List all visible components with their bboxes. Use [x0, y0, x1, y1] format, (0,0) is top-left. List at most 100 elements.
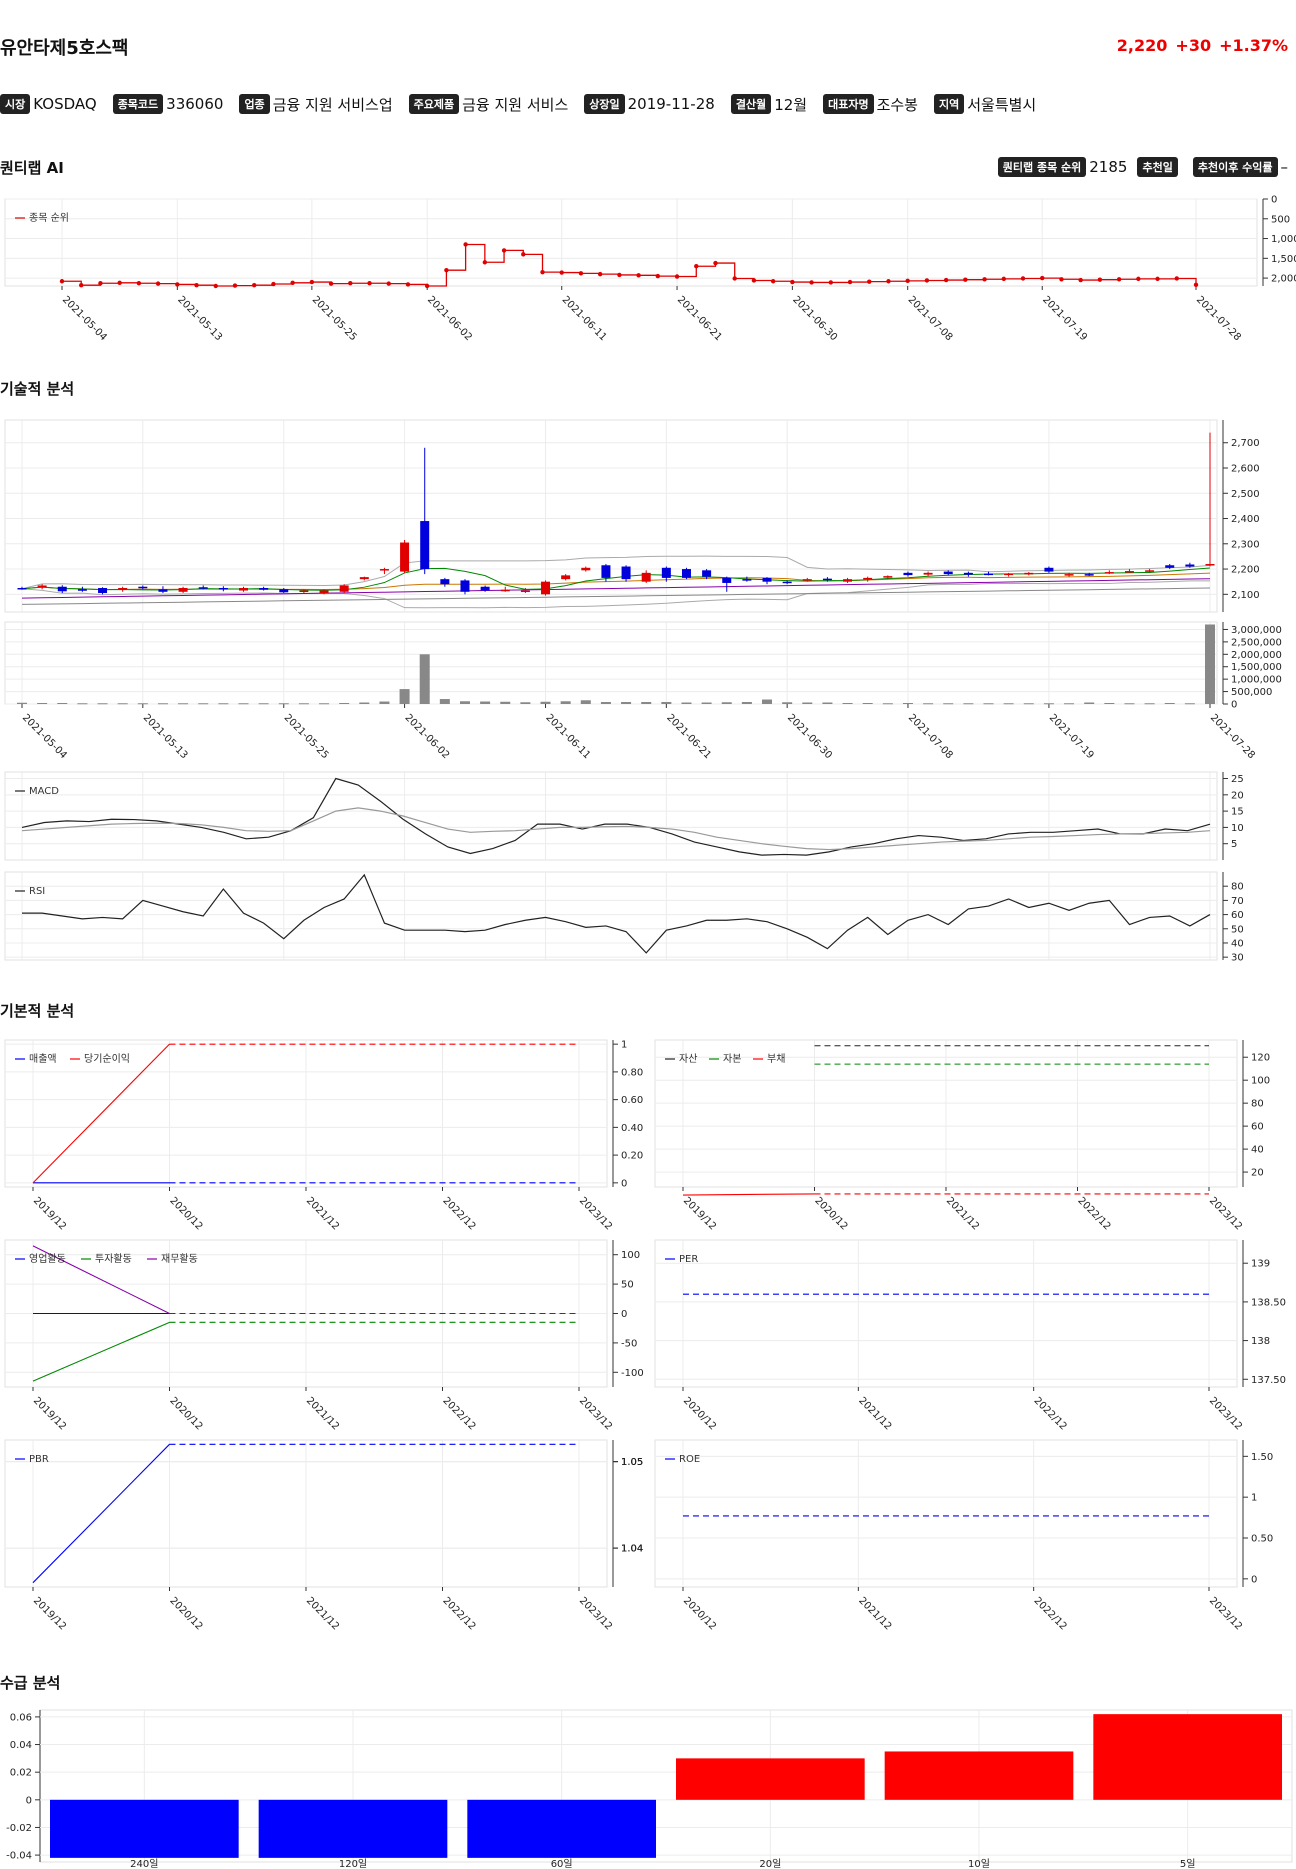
bollinger-lower: [21, 580, 1211, 609]
candle-body: [943, 571, 953, 575]
pbr-x-tick-label: 2021/12: [304, 1595, 341, 1632]
rank-x-tick-label: 2021-06-11: [560, 294, 609, 343]
balance-x-tick-label: 2020/12: [812, 1195, 849, 1232]
candle-body: [1044, 567, 1054, 572]
volume-bar: [278, 703, 289, 705]
sales-y-tick-label: 0.60: [621, 1095, 643, 1106]
candle-body: [1205, 564, 1215, 566]
candle-body: [259, 588, 269, 590]
supply-bar: [884, 1751, 1074, 1800]
rank-point: [636, 273, 641, 278]
balance-x-tick-label: 2021/12: [944, 1195, 981, 1232]
candle-body: [742, 579, 752, 581]
per-x-tick-label: 2021/12: [856, 1395, 893, 1432]
rank-y-tick-label: 1,000: [1271, 234, 1296, 245]
supply-bar: [467, 1799, 656, 1858]
supply-x-tick-label: 240일: [130, 1858, 158, 1869]
price-chart-frame: [4, 419, 1218, 613]
volume-bar: [37, 703, 48, 705]
candle-body: [480, 586, 490, 591]
section-title-technical: 기술적 분석: [0, 380, 75, 398]
candle-body: [37, 585, 47, 588]
candle-body: [520, 590, 530, 593]
price-box: 2,220 +30 +1.37%: [1109, 36, 1288, 55]
sales-x-tick-label: 2019/12: [31, 1195, 68, 1232]
info-value-code: 336060: [166, 95, 224, 113]
rsi-chart: 30 40 50 60 70 80 RSI: [4, 871, 1244, 964]
candle-body: [440, 579, 450, 585]
candle-body: [1165, 565, 1175, 568]
candle-body: [460, 580, 470, 592]
candle-body: [621, 566, 631, 580]
price-y-tick-label: 2,600: [1231, 464, 1260, 475]
roe-chart-frame: [654, 1439, 1238, 1588]
candle-body: [238, 588, 248, 591]
rank-point: [924, 278, 930, 283]
per-x-tick-label: 2023/12: [1207, 1395, 1244, 1432]
roe-chart: 0 0.50 1 1.50 2020/12 2021/12 2022/12 2023/12 RO…: [654, 1439, 1273, 1632]
rank-x-tick-label: 2021-07-08: [906, 294, 955, 343]
sales-legend-item: 당기순이익: [84, 1053, 130, 1065]
candle-body: [178, 588, 188, 592]
volume-bar: [762, 699, 773, 704]
volume-bar: [621, 702, 632, 704]
rank-point: [98, 281, 103, 286]
rank-x-tick-label: 2021-07-19: [1040, 294, 1089, 343]
rsi-line-0: [22, 873, 1211, 954]
volume-bar: [1164, 703, 1175, 705]
volume-bar: [439, 699, 450, 704]
candle-body: [843, 579, 853, 582]
roe-y-tick-label: 1: [1251, 1493, 1257, 1504]
volume-y-tick-label: 2,000,000: [1231, 650, 1282, 661]
volume-y-tick-label: 1,500,000: [1231, 662, 1282, 673]
candle-body: [218, 588, 228, 590]
sales-line-1: [32, 1043, 170, 1184]
macd-y-tick-label: 20: [1231, 790, 1244, 801]
volume-bar: [701, 702, 712, 704]
roe-legend-item: ROE: [679, 1454, 700, 1465]
stock-info-bar: 시장 KOSDAQ 종목코드 336060 업종 금융 지원 서비스업 주요제품 금융 …: [0, 92, 1052, 116]
rank-point: [770, 279, 776, 284]
volume-bar: [359, 702, 370, 704]
volume-bar: [399, 689, 410, 704]
macd-y-tick-label: 15: [1231, 807, 1244, 818]
volume-bar: [178, 703, 189, 705]
volume-chart-frame: [4, 621, 1218, 705]
volume-bar: [258, 703, 269, 705]
supply-x-tick-label: 5일: [1180, 1858, 1196, 1869]
info-label-ceo: 대표자명: [823, 94, 874, 114]
rank-point: [847, 279, 853, 285]
rank-value: 2185: [1089, 158, 1128, 176]
balance-line-2: [682, 1193, 815, 1196]
price-change-pct: +1.37%: [1219, 36, 1288, 55]
candle-body: [661, 567, 671, 578]
rank-point: [367, 281, 372, 286]
rank-point: [271, 281, 276, 287]
volume-y-tick-label: 500,000: [1231, 687, 1272, 698]
volume-bar: [137, 703, 148, 705]
candle-body: [98, 588, 108, 594]
volume-bar: [802, 702, 813, 704]
volume-bar: [1124, 703, 1135, 705]
volume-x-tick-label: 2021-06-30: [785, 712, 834, 761]
volume-bar: [157, 703, 168, 705]
rank-point: [559, 270, 564, 275]
candle-body: [359, 577, 369, 580]
volume-bar: [842, 703, 853, 705]
balance-y-tick-label: 60: [1251, 1122, 1264, 1133]
macd-y-tick-label: 10: [1231, 823, 1244, 834]
roe-x-tick-label: 2022/12: [1032, 1595, 1069, 1632]
rank-point: [309, 279, 315, 285]
per-chart-frame: [654, 1239, 1238, 1388]
rank-point: [155, 281, 161, 286]
per-y-tick-label: 139: [1251, 1259, 1270, 1270]
roe-x-tick-label: 2020/12: [681, 1595, 718, 1632]
volume-bar: [661, 702, 672, 704]
price-y-tick-label: 2,700: [1231, 438, 1260, 449]
candle-body: [984, 573, 994, 576]
pbr-y-tick-label: 1.04: [621, 1544, 643, 1555]
info-value-listing: 2019-11-28: [627, 95, 715, 113]
price-y-tick-label: 2,100: [1231, 590, 1260, 601]
rsi-y-tick-label: 50: [1231, 924, 1244, 935]
supply-x-tick-label: 20일: [759, 1858, 781, 1869]
